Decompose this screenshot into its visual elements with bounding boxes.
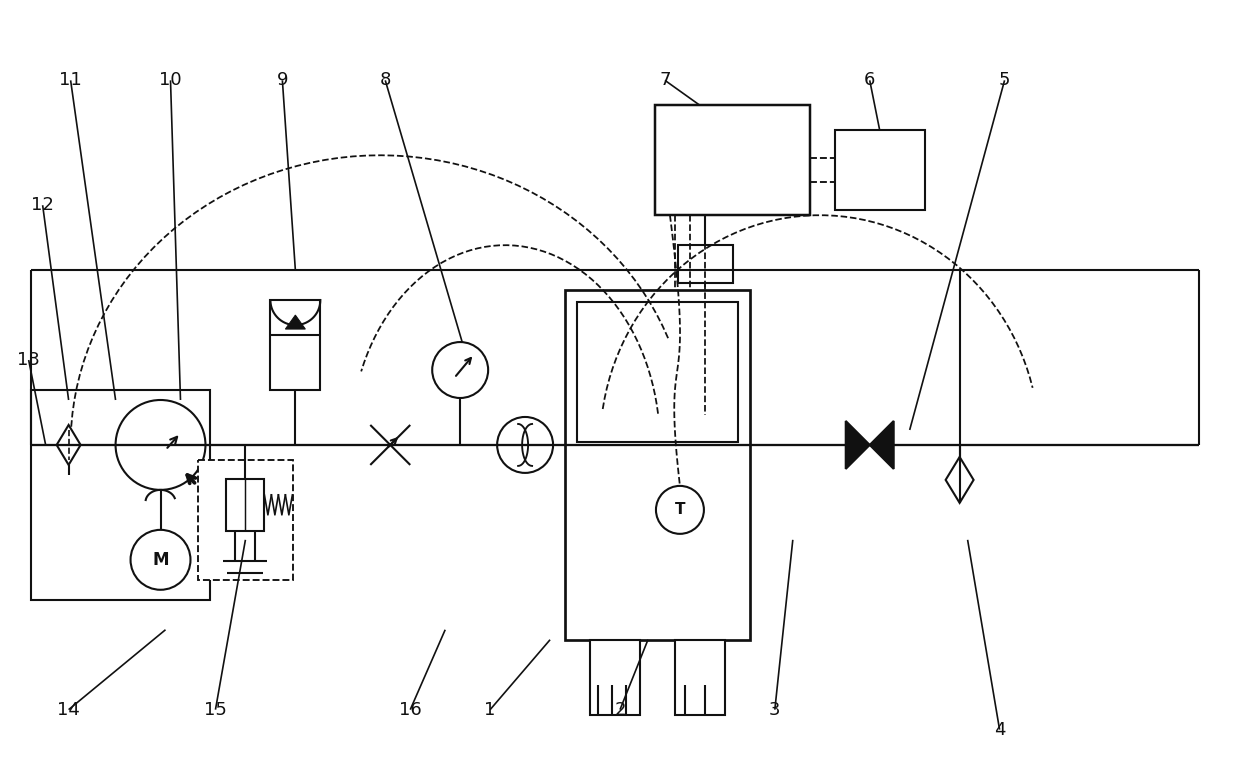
Text: 1: 1 (484, 701, 496, 719)
Text: 12: 12 (31, 197, 55, 215)
Polygon shape (57, 425, 81, 465)
Bar (655, 106, 810, 215)
Circle shape (432, 342, 488, 398)
Bar (577, 302, 738, 442)
Circle shape (115, 400, 206, 490)
Text: 14: 14 (57, 701, 81, 719)
Text: T: T (675, 503, 685, 518)
Text: 16: 16 (399, 701, 421, 719)
Bar (590, 640, 641, 715)
Text: M: M (152, 550, 169, 568)
Bar (678, 245, 733, 283)
Circle shape (497, 417, 553, 473)
Bar (565, 290, 750, 640)
Polygon shape (285, 315, 305, 329)
Bar (270, 300, 321, 390)
Text: 9: 9 (276, 71, 289, 89)
Bar (198, 460, 292, 579)
Text: 2: 2 (615, 701, 626, 719)
Circle shape (130, 530, 191, 590)
Polygon shape (846, 421, 870, 469)
Circle shape (655, 486, 704, 534)
Text: 4: 4 (994, 720, 1005, 738)
Bar (675, 640, 725, 715)
Text: 13: 13 (17, 351, 40, 369)
Text: 8: 8 (379, 71, 392, 89)
Text: 5: 5 (999, 71, 1010, 89)
Text: 7: 7 (659, 71, 670, 89)
Bar (835, 130, 924, 210)
Bar (31, 390, 211, 600)
Text: 15: 15 (204, 701, 227, 719)
Text: 3: 3 (769, 701, 781, 719)
Text: 6: 6 (864, 71, 876, 89)
Bar (227, 479, 264, 531)
Text: 10: 10 (159, 71, 182, 89)
Text: 11: 11 (59, 71, 82, 89)
Polygon shape (870, 421, 893, 469)
Polygon shape (945, 457, 974, 503)
